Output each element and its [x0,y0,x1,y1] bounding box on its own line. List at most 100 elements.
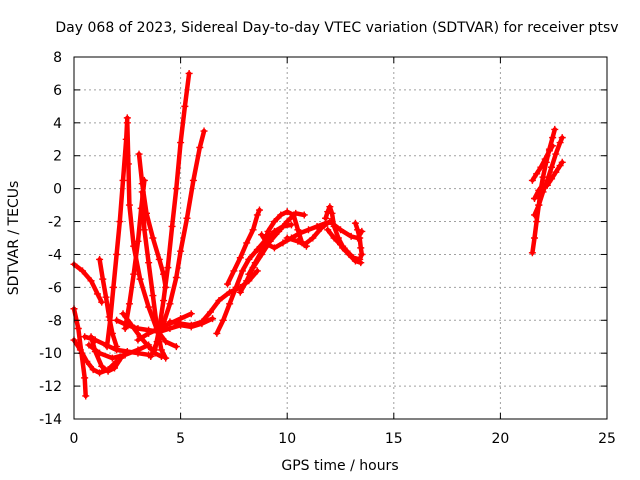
data-point [155,255,163,263]
data-point [549,134,557,142]
data-point [189,176,197,184]
data-point [145,326,153,334]
data-point [347,232,355,240]
data-point [283,208,291,216]
data-point [270,244,278,252]
data-point [528,249,536,257]
data-point [119,176,127,184]
data-point [539,173,547,181]
data-point [548,163,556,171]
series-line [530,127,558,256]
data-point [96,255,104,263]
data-point [213,329,221,337]
series-track-32 [531,158,566,203]
data-point [345,250,353,258]
data-point [219,316,227,324]
data-point [134,325,142,332]
data-point [206,308,214,316]
data-point [134,346,142,354]
data-point [96,349,104,357]
y-tick-label: 0 [53,182,62,198]
data-point [552,168,560,176]
series-line [532,135,565,218]
y-tick-label: -8 [48,313,62,329]
data-point [279,239,287,247]
data-point [537,163,545,171]
data-point [89,366,97,374]
data-point [124,160,132,168]
data-point [160,297,168,305]
data-point [135,150,143,158]
y-tick-label: -12 [39,379,62,395]
data-point [121,351,129,359]
x-tick-label: 10 [278,431,296,447]
data-point [79,267,87,275]
data-point [166,318,174,326]
data-point [543,181,551,189]
data-point [258,247,266,255]
data-point [134,237,142,245]
data-point [162,338,170,346]
y-tick-label: -14 [39,412,62,428]
data-point [125,201,133,209]
data-point [283,218,291,226]
data-point [243,239,251,247]
x-tick-label: 5 [176,431,185,447]
series-line [284,219,365,247]
data-point [324,226,332,234]
data-point [149,292,157,300]
x-tick-label: 15 [385,431,403,447]
data-point [81,374,89,382]
data-point [558,158,566,166]
data-point [93,290,101,298]
series-track-27 [332,234,365,267]
data-point [243,277,251,285]
data-point [249,226,257,234]
series-line [152,71,192,353]
data-point [102,293,110,301]
y-axis-title: SDTVAR / TECUs [6,181,22,296]
data-point [264,241,272,249]
data-point [253,246,261,254]
data-point [82,392,90,400]
axis-ticks: 0 5 10 15 20 25 -14 -12 -10 -8 -6 -4 -2 0 2 4 6 8 [39,50,616,447]
data-point [104,367,112,375]
y-tick-label: -2 [48,215,62,231]
data-point [198,318,206,326]
data-point [328,209,336,217]
data-point [253,211,261,219]
data-point [337,226,344,234]
series-line [104,115,130,349]
data-point [232,283,240,291]
data-point [113,250,121,258]
data-point [300,241,308,249]
data-point [157,352,165,360]
data-point [87,277,95,285]
data-point [531,195,539,203]
data-point [83,357,91,365]
data-point [255,206,263,214]
data-point [155,328,163,336]
data-point [339,244,347,252]
data-point [528,176,536,184]
data-point [552,150,560,158]
data-point [535,186,543,194]
data-series [70,69,566,400]
data-point [172,273,180,281]
data-point [149,234,157,242]
y-tick-label: -6 [48,280,62,296]
data-point [533,170,541,178]
data-point [185,69,193,77]
data-point [230,267,238,275]
data-point [177,139,185,147]
data-point [142,209,150,217]
data-point [113,343,121,351]
x-tick-label: 20 [491,431,509,447]
y-tick-label: 8 [53,50,62,66]
series-line [135,311,194,343]
data-point [236,254,244,262]
data-point [130,270,138,278]
data-point [157,346,165,354]
data-point [99,275,107,283]
